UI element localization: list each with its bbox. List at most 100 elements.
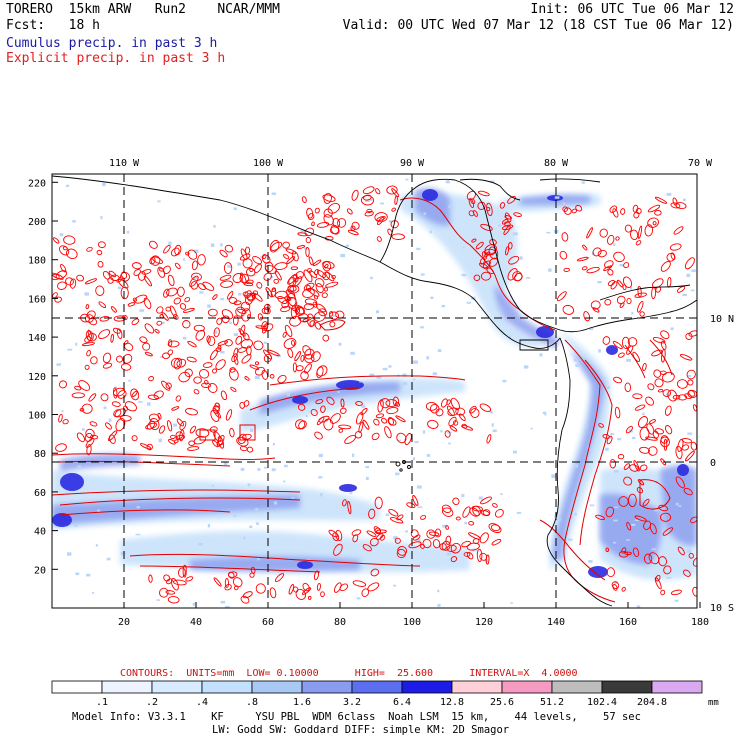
precip-dot: [573, 358, 578, 362]
precip-contour: [556, 291, 567, 302]
precip-contour: [269, 587, 277, 599]
precip-contour: [688, 552, 695, 559]
precip-contour: [80, 313, 91, 323]
precip-contour: [143, 297, 152, 309]
model-info-line2: LW: Godd SW: Goddard DIFF: simple KM: 2D…: [212, 724, 510, 736]
precip-contour: [622, 276, 633, 288]
precip-contour: [388, 417, 397, 426]
precip-contour: [643, 553, 653, 564]
precip-contour: [662, 527, 674, 536]
precip-contour: [301, 196, 307, 203]
precip-contour: [484, 244, 497, 255]
precip-contour: [219, 274, 232, 281]
precip-dot: [613, 541, 617, 544]
precip-contour: [212, 294, 218, 300]
precip-contour: [347, 229, 359, 236]
precip-dot: [426, 454, 431, 457]
precip-contour: [232, 273, 244, 283]
precip-contour: [429, 403, 440, 414]
precip-contour: [261, 321, 269, 331]
precip-dot: [256, 522, 259, 525]
precip-contour: [191, 260, 198, 271]
precip-contour: [677, 546, 685, 556]
precip-dot: [340, 253, 346, 258]
precip-contour: [688, 330, 697, 337]
precip-contour: [212, 440, 219, 448]
precip-contour: [245, 268, 256, 277]
precip-contour: [249, 572, 255, 578]
precip-contour: [434, 528, 442, 538]
precip-contour: [84, 364, 90, 370]
precip-contour: [488, 523, 502, 534]
precip-contour: [667, 389, 678, 402]
precip-dot: [613, 470, 619, 473]
valid-time: Valid: 00 UTC Wed 07 Mar 12 (18 CST Tue …: [342, 18, 734, 33]
precip-contour: [446, 544, 457, 552]
precip-contour: [664, 425, 673, 435]
precip-contour: [66, 248, 78, 260]
precip-contour: [375, 529, 387, 534]
precip-dot: [394, 539, 399, 542]
precip-contour: [273, 278, 279, 284]
precip-dot: [426, 356, 430, 360]
precip-contour: [362, 186, 375, 195]
precip-contour: [303, 269, 313, 283]
precip-dot: [229, 321, 232, 325]
precip-dot: [349, 492, 353, 495]
coastline: [51, 175, 698, 607]
precip-dot: [106, 557, 111, 561]
precip-contour: [214, 402, 221, 411]
precip-dot: [75, 342, 78, 346]
precip-dot: [562, 202, 566, 205]
precip-contour: [351, 529, 362, 536]
precip-dot: [402, 373, 407, 377]
precip-contour: [166, 578, 173, 585]
precip-dot: [437, 589, 440, 593]
precip-contour: [492, 503, 498, 508]
y-tick-label: 100: [28, 411, 46, 422]
precip-contour: [504, 215, 512, 220]
precip-contour: [375, 188, 381, 195]
precip-contour: [690, 441, 697, 451]
precip-contour: [314, 207, 320, 214]
precip-contour: [307, 213, 315, 221]
precip-contour: [329, 310, 334, 317]
precip-contour: [315, 399, 324, 405]
precip-contour: [170, 578, 179, 591]
precip-contour: [246, 446, 254, 453]
precip-contour: [182, 564, 187, 578]
precip-dot: [626, 539, 630, 541]
precip-contour: [643, 520, 652, 530]
y-tick-label: 80: [34, 449, 46, 460]
precip-contour: [391, 233, 405, 240]
colorbar-swatch: [451, 680, 503, 694]
precip-contour: [445, 535, 452, 545]
y-tick-label: 40: [34, 527, 46, 538]
x-tick-label: 100: [403, 617, 421, 628]
precip-contour: [507, 268, 518, 281]
precip-contour: [446, 399, 451, 405]
precip-contour: [90, 356, 98, 365]
precip-dot: [243, 536, 246, 540]
precip-dot: [291, 496, 295, 499]
precip-contour: [442, 507, 454, 517]
precip-dot: [686, 273, 691, 278]
precip-contour: [330, 224, 340, 235]
precip-dot: [162, 321, 165, 325]
precip-contour: [274, 573, 285, 583]
precip-contour: [667, 276, 672, 288]
precip-dot: [546, 231, 551, 234]
x-tick-label: 140: [547, 617, 565, 628]
precip-contour: [371, 432, 380, 441]
precip-contour: [339, 583, 349, 592]
precip-contour: [679, 354, 693, 361]
precip-contour: [373, 418, 380, 426]
precip-dot: [631, 523, 636, 526]
precip-contour: [471, 238, 477, 243]
precip-contour: [296, 305, 306, 315]
precip-contour: [207, 383, 218, 393]
precip-contour: [207, 336, 216, 347]
precip-contour: [675, 202, 687, 210]
precip-contour: [254, 361, 260, 366]
